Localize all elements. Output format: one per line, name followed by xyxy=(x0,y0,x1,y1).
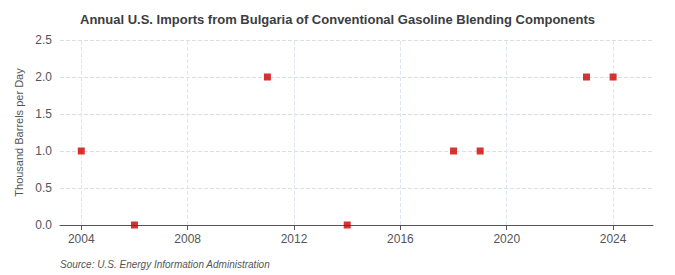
svg-text:Source: U.S. Energy Informatio: Source: U.S. Energy Information Administ… xyxy=(60,259,270,270)
svg-text:0.5: 0.5 xyxy=(35,181,52,195)
svg-text:2.5: 2.5 xyxy=(35,33,52,47)
svg-text:Annual U.S. Imports from Bulga: Annual U.S. Imports from Bulgaria of Con… xyxy=(80,12,595,27)
svg-text:1.0: 1.0 xyxy=(35,144,52,158)
svg-text:1.5: 1.5 xyxy=(35,107,52,121)
svg-text:2008: 2008 xyxy=(174,232,201,246)
svg-text:0.0: 0.0 xyxy=(35,218,52,232)
svg-text:2.0: 2.0 xyxy=(35,70,52,84)
svg-text:2024: 2024 xyxy=(600,232,627,246)
svg-text:2020: 2020 xyxy=(493,232,520,246)
svg-text:Thousand Barrels per Day: Thousand Barrels per Day xyxy=(13,68,25,197)
svg-text:2004: 2004 xyxy=(68,232,95,246)
svg-text:2012: 2012 xyxy=(281,232,308,246)
svg-text:2016: 2016 xyxy=(387,232,414,246)
